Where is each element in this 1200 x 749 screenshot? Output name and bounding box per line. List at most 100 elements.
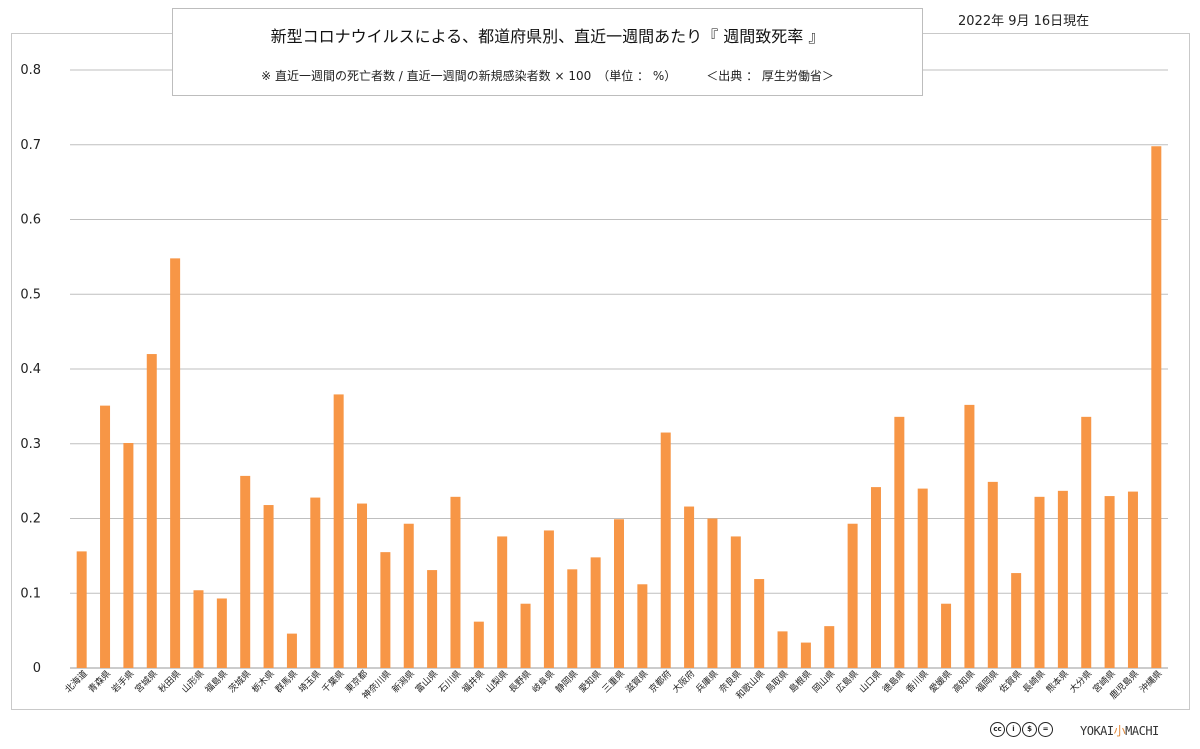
y-tick-label: 0.2: [20, 512, 41, 527]
y-tick-label: 0.4: [20, 362, 41, 377]
bar: [473, 621, 484, 668]
x-tick-label: 大阪府: [670, 668, 698, 696]
x-tick-label: 青森県: [86, 668, 114, 696]
x-tick-label: 香川県: [904, 668, 931, 695]
x-tick-label: 山形県: [179, 668, 207, 696]
x-tick-label: 島根県: [786, 668, 814, 696]
bar: [777, 631, 788, 668]
bar: [333, 394, 344, 668]
x-tick-label: 福井県: [459, 668, 487, 696]
y-tick-label: 0.6: [20, 213, 41, 228]
x-tick-label: 福岡県: [973, 668, 1001, 696]
x-tick-label: 徳島県: [880, 668, 908, 696]
bar: [497, 536, 508, 668]
x-tick-label: 京都府: [646, 668, 674, 696]
bar: [216, 598, 227, 668]
cc-nd-icon: =: [1038, 722, 1053, 737]
x-tick-label: 滋賀県: [623, 668, 651, 696]
bar: [590, 557, 601, 668]
x-tick-label: 長崎県: [1020, 668, 1048, 696]
bar: [730, 536, 741, 668]
bar: [380, 552, 391, 668]
bar: [847, 523, 858, 668]
bar: [1151, 146, 1162, 668]
bar: [987, 481, 998, 668]
bar: [660, 432, 671, 668]
bar: [684, 506, 695, 668]
chart-title-box: 新型コロナウイルスによる、都道府県別、直近一週間あたり『 週間致死率 』 ※ 直…: [172, 8, 923, 96]
x-tick-label: 高知県: [950, 668, 978, 696]
bar: [707, 518, 718, 668]
cc-nc-icon: $: [1022, 722, 1037, 737]
x-tick-label: 宮城県: [132, 668, 160, 696]
chart-title: 新型コロナウイルスによる、都道府県別、直近一週間あたり『 週間致死率 』: [270, 27, 825, 46]
bar: [123, 443, 134, 668]
bar: [520, 603, 531, 668]
bar: [76, 551, 87, 668]
x-tick-label: 静岡県: [553, 668, 581, 696]
bar: [286, 633, 297, 668]
bar: [567, 569, 578, 668]
bar: [146, 354, 157, 668]
x-tick-label: 岩手県: [109, 668, 137, 696]
x-tick-label: 山口県: [857, 668, 884, 695]
bar: [357, 503, 368, 668]
x-tick-label: 石川県: [437, 668, 464, 695]
x-tick-label: 長野県: [507, 668, 534, 695]
x-tick-label: 千葉県: [319, 668, 347, 696]
bar: [543, 530, 554, 668]
bar: [263, 505, 274, 668]
x-tick-label: 鳥取県: [763, 668, 791, 696]
x-tick-label: 愛知県: [576, 668, 604, 696]
bar: [824, 626, 835, 668]
bar: [754, 579, 765, 668]
x-tick-label: 愛媛県: [927, 668, 955, 696]
x-tick-label: 三重県: [600, 668, 628, 696]
chart-subtitle: ※ 直近一週間の死亡者数 / 直近一週間の新規感染者数 × 100 （単位 ： …: [261, 69, 834, 83]
bar: [800, 642, 811, 668]
y-tick-label: 0: [33, 661, 41, 676]
bar: [427, 570, 438, 668]
bar: [1011, 573, 1022, 668]
y-tick-label: 0.8: [20, 63, 41, 78]
x-tick-label: 兵庫県: [693, 668, 721, 696]
bar: [964, 404, 975, 668]
bar: [1081, 416, 1092, 668]
bar: [240, 475, 251, 668]
x-tick-label: 佐賀県: [997, 668, 1025, 696]
creative-commons-badge: cc i $ =: [990, 722, 1053, 737]
bar: [614, 519, 624, 668]
y-tick-label: 0.3: [20, 437, 41, 452]
site-logo: YOKAI小MACHI: [1080, 724, 1159, 738]
x-tick-label: 大分県: [1067, 668, 1095, 696]
x-tick-label: 岡山県: [810, 668, 837, 695]
x-tick-label: 富山県: [413, 668, 441, 696]
bar: [870, 487, 881, 668]
bar: [193, 590, 204, 668]
bar: [310, 497, 321, 668]
y-tick-label: 0.1: [20, 586, 41, 601]
bar: [894, 416, 905, 668]
x-tick-label: 埼玉県: [296, 668, 324, 696]
x-tick-label: 熊本県: [1043, 668, 1071, 696]
x-tick-label: 秋田県: [156, 668, 184, 696]
bar: [450, 496, 461, 668]
x-tick-label: 山梨県: [483, 668, 511, 696]
x-tick-label: 北海道: [62, 668, 90, 696]
cc-icon: cc: [990, 722, 1005, 737]
y-tick-label: 0.5: [20, 287, 41, 302]
y-tick-label: 0.7: [20, 138, 41, 153]
x-tick-label: 新潟県: [389, 668, 417, 696]
x-tick-label: 沖縄県: [1137, 668, 1165, 696]
bar: [941, 603, 952, 668]
bar: [1057, 490, 1068, 668]
x-tick-label: 茨城県: [226, 668, 254, 696]
bar: [637, 584, 648, 668]
x-tick-label: 福島県: [202, 668, 230, 696]
bar: [1127, 491, 1138, 668]
bar: [403, 523, 414, 668]
x-tick-label: 岐阜県: [529, 668, 557, 696]
x-tick-label: 群馬県: [272, 668, 300, 696]
as-of-date: 2022年 9月 16日現在: [958, 14, 1090, 29]
